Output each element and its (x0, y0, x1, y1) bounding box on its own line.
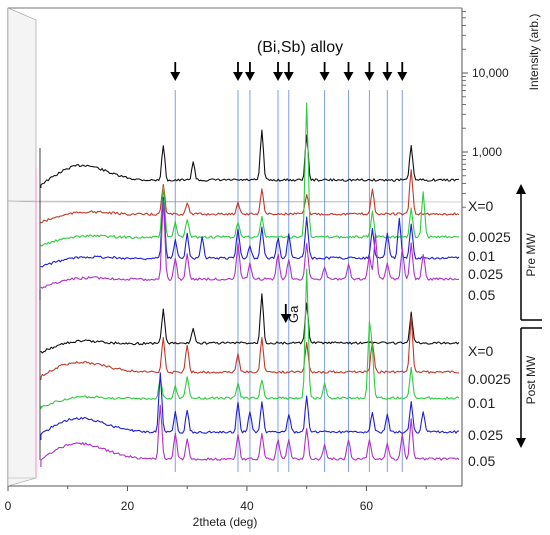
x-axis-title: 2theta (deg) (193, 515, 258, 529)
y-axis-ticks: 1,000 10,000 (462, 11, 509, 208)
x-tick-label: 60 (360, 499, 374, 513)
series-trace (40, 196, 460, 268)
series-label: 0.025 (468, 427, 503, 443)
left-wall-panel (7, 7, 37, 487)
alloy-peak-arrow-head (382, 72, 393, 81)
alloy-peak-arrow-head (170, 72, 181, 81)
pre-mw-label: Pre MW (524, 233, 538, 277)
post-mw-label: Post MW (524, 355, 538, 404)
series-trace (40, 199, 460, 289)
series-trace (40, 315, 460, 380)
alloy-peak-arrow-head (364, 72, 375, 81)
y-tick-label: 10,000 (472, 66, 509, 80)
alloy-peak-arrow-head (283, 72, 294, 81)
x-tick-label: 20 (121, 499, 135, 513)
alloy-peak-arrow-head (343, 72, 354, 81)
series-trace (40, 372, 459, 440)
alloy-peak-arrow-head (232, 72, 243, 81)
pre-mw-arrowhead (516, 184, 526, 194)
series-label: 0.05 (468, 453, 495, 469)
series-label: X=0 (468, 198, 494, 214)
series-trace (40, 169, 460, 224)
x-axis-ticks: 0 20 40 60 (5, 486, 427, 513)
y-tick-label: 1,000 (472, 145, 502, 159)
alloy-peak-arrow-head (244, 72, 255, 81)
series-trace (40, 268, 460, 410)
series-label: 0.0025 (468, 229, 511, 245)
series-label: 0.01 (468, 248, 495, 264)
series-label: 0.01 (468, 395, 495, 411)
pre-floor-line (7, 200, 463, 203)
series-label: X=0 (468, 343, 494, 359)
series-trace (40, 404, 460, 467)
series-labels: X=0 0.0025 0.01 0.025 0.05 X=0 0.0025 0.01 0.025… (468, 198, 511, 469)
background-panels (7, 7, 463, 487)
x-tick-label: 0 (5, 499, 12, 513)
x-tick-label: 40 (240, 499, 254, 513)
series-trace (40, 102, 460, 247)
post-mw-arrowhead (516, 438, 526, 448)
group-brackets: Pre MW Post MW (516, 184, 542, 448)
ga-peak-arrow-head (280, 314, 291, 323)
y-axis-title: Intensity (arb.) (527, 14, 541, 91)
alloy-peak-arrow-head (319, 72, 330, 81)
alloy-peak-arrow-head (397, 72, 408, 81)
series-traces (40, 102, 460, 467)
series-label: 0.05 (468, 287, 495, 303)
peak-marker-lines (174, 90, 403, 472)
plot-frame (7, 7, 463, 487)
series-label: 0.025 (468, 266, 503, 282)
series-trace (40, 129, 460, 188)
ga-annotation: Ga (286, 305, 301, 323)
alloy-peak-arrow-head (273, 72, 284, 81)
series-label: 0.0025 (468, 371, 511, 387)
alloy-annotation: (Bi,Sb) alloy (257, 39, 343, 56)
peak-arrows (170, 62, 408, 323)
series-trace (40, 293, 460, 354)
